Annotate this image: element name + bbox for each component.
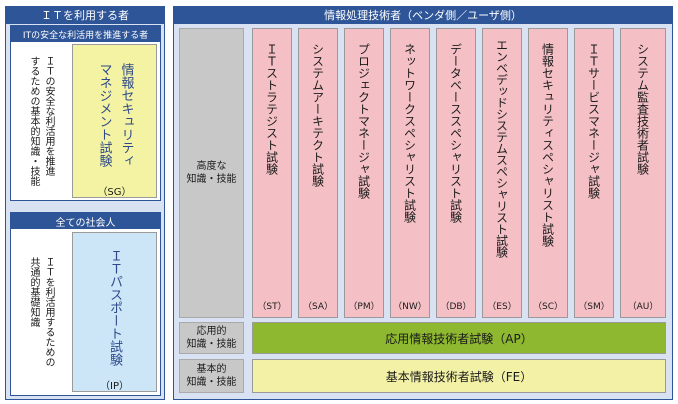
exam-name-sc: 情報セキュリティスペシャリスト試験 <box>540 43 555 247</box>
exam-code-db: （DB） <box>440 302 472 312</box>
exam-column-st: ＩＴストラテジスト試験 （ST） <box>252 28 292 318</box>
ip-exam-name: ＩＴパスポート試験 <box>107 249 122 366</box>
exam-column-db: データベーススペシャリスト試験 （DB） <box>436 28 476 318</box>
exam-name-nw: ネットワークスペシャリスト試験 <box>402 43 417 223</box>
sg-exam-code: （SG） <box>97 187 132 198</box>
exam-column-pm: プロジェクトマネージャ試験 （PM） <box>344 28 384 318</box>
left-panel-title: ＩＴを利用する者 <box>5 6 165 24</box>
exam-column-sm: ＩＴサービスマネージャ試験 （SM） <box>574 28 614 318</box>
exam-code-sm: （SM） <box>578 302 610 312</box>
exam-name-sm: ＩＴサービスマネージャ試験 <box>586 43 601 199</box>
exam-column-nw: ネットワークスペシャリスト試験 （NW） <box>390 28 430 318</box>
exam-name-pm: プロジェクトマネージャ試験 <box>356 43 371 199</box>
applied-label: 応用的 知識・技能 <box>186 326 237 350</box>
exam-name-es: エンベデッドシステムスペシャリスト試験 <box>494 39 509 258</box>
lower-side-text: ＩＴを利活用するための 共通的基礎知識 <box>28 257 54 367</box>
exam-code-sc: （SC） <box>533 302 563 312</box>
exam-column-sa: システムアーキテクト試験 （SA） <box>298 28 338 318</box>
ip-exam-code: （IP） <box>100 381 129 392</box>
exam-code-st: （ST） <box>257 302 287 312</box>
exam-code-nw: （NW） <box>393 302 427 312</box>
exam-column-sc: 情報セキュリティスペシャリスト試験 （SC） <box>528 28 568 318</box>
exam-code-au: （AU） <box>627 302 659 312</box>
basic-exam-bar: 基本情報技術者試験（FE） <box>252 359 666 393</box>
basic-label: 基本的 知識・技能 <box>186 364 237 388</box>
right-panel-title: 情報処理技術者（ベンダ側／ユーザ側） <box>173 6 673 24</box>
upper-section-header: ITの安全な利活用を推進する者 <box>11 26 160 42</box>
applied-exam-name: 応用情報技術者試験（AP） <box>385 331 533 346</box>
exam-column-es: エンベデッドシステムスペシャリスト試験 （ES） <box>482 28 522 318</box>
ip-exam-box: ＩＴパスポート試験 （IP） <box>72 232 157 392</box>
sg-exam-name: 情報セキュリティ マネジメント試験 <box>96 63 134 167</box>
exam-name-st: ＩＴストラテジスト試験 <box>264 43 279 175</box>
applied-label-box: 応用的 知識・技能 <box>179 322 244 354</box>
applied-exam-bar: 応用情報技術者試験（AP） <box>252 322 666 354</box>
sg-exam-box: 情報セキュリティ マネジメント試験 （SG） <box>72 44 157 198</box>
basic-label-box: 基本的 知識・技能 <box>179 359 244 393</box>
advanced-label: 高度な 知識・技能 <box>186 161 237 185</box>
lower-section-header: 全ての社会人 <box>11 213 160 229</box>
exam-code-es: （ES） <box>487 302 517 312</box>
exam-name-au: システム監査技術者試験 <box>635 43 650 175</box>
advanced-label-box: 高度な 知識・技能 <box>179 28 244 318</box>
exam-column-au: システム監査技術者試験 （AU） <box>620 28 666 318</box>
upper-side-text: ＩＴの安全な利活用を推進 するための基本的知識・技能 <box>28 56 54 186</box>
exam-name-sa: システムアーキテクト試験 <box>310 43 325 187</box>
exam-name-db: データベーススペシャリスト試験 <box>448 43 463 223</box>
basic-exam-name: 基本情報技術者試験（FE） <box>385 369 533 384</box>
exam-code-pm: （PM） <box>348 302 380 312</box>
exam-code-sa: （SA） <box>302 302 334 312</box>
